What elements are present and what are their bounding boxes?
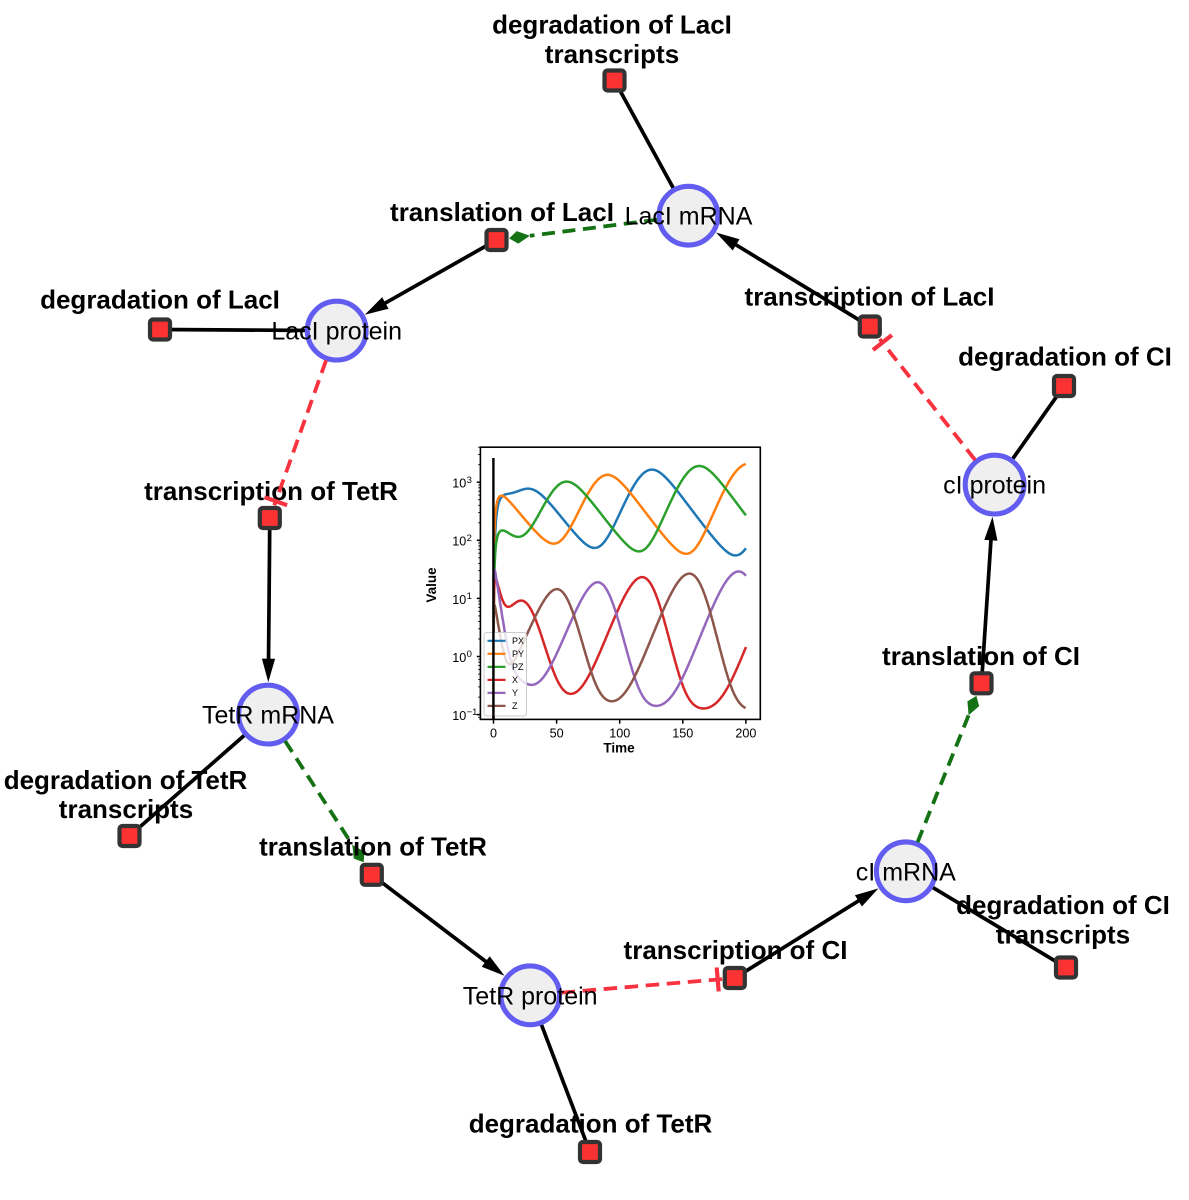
svg-text:150: 150 bbox=[672, 726, 693, 740]
svg-text:0: 0 bbox=[467, 649, 472, 660]
svg-text:3: 3 bbox=[467, 475, 472, 486]
svg-text:degradation of TetR: degradation of TetR bbox=[469, 1109, 713, 1139]
svg-text:Value: Value bbox=[424, 567, 439, 603]
svg-text:PX: PX bbox=[512, 636, 524, 646]
svg-text:LacI mRNA: LacI mRNA bbox=[625, 203, 753, 231]
svg-text:cI mRNA: cI mRNA bbox=[856, 858, 956, 886]
svg-text:−1: −1 bbox=[467, 707, 478, 718]
svg-text:transcripts: transcripts bbox=[59, 794, 193, 824]
svg-text:degradation of CI: degradation of CI bbox=[958, 342, 1172, 372]
svg-text:Time: Time bbox=[603, 741, 635, 756]
svg-text:PY: PY bbox=[512, 649, 524, 659]
svg-text:degradation of CI: degradation of CI bbox=[956, 890, 1170, 920]
svg-text:LacI protein: LacI protein bbox=[271, 318, 402, 346]
svg-text:PZ: PZ bbox=[512, 662, 524, 672]
svg-text:degradation of TetR: degradation of TetR bbox=[4, 765, 248, 795]
svg-text:transcription of LacI: transcription of LacI bbox=[745, 282, 995, 312]
svg-text:1: 1 bbox=[467, 591, 472, 602]
svg-text:cI protein: cI protein bbox=[943, 472, 1046, 500]
svg-text:Y: Y bbox=[512, 688, 518, 698]
svg-text:10: 10 bbox=[452, 535, 466, 549]
svg-text:10: 10 bbox=[452, 651, 466, 665]
svg-text:degradation of LacI: degradation of LacI bbox=[492, 10, 732, 40]
svg-text:Z: Z bbox=[512, 701, 518, 711]
svg-text:translation of LacI: translation of LacI bbox=[390, 197, 614, 227]
svg-text:200: 200 bbox=[735, 726, 756, 740]
svg-text:10: 10 bbox=[452, 709, 466, 723]
svg-text:0: 0 bbox=[490, 726, 497, 740]
svg-text:2: 2 bbox=[467, 533, 472, 544]
svg-text:X: X bbox=[512, 675, 518, 685]
svg-text:degradation of LacI: degradation of LacI bbox=[40, 285, 280, 315]
svg-text:translation of TetR: translation of TetR bbox=[259, 832, 487, 862]
svg-text:100: 100 bbox=[609, 726, 630, 740]
svg-text:10: 10 bbox=[452, 593, 466, 607]
svg-text:TetR protein: TetR protein bbox=[463, 982, 598, 1010]
svg-text:transcripts: transcripts bbox=[996, 920, 1130, 950]
svg-text:transcripts: transcripts bbox=[545, 39, 679, 69]
svg-text:10: 10 bbox=[452, 477, 466, 491]
svg-text:translation of CI: translation of CI bbox=[882, 641, 1080, 671]
svg-text:transcription of CI: transcription of CI bbox=[624, 935, 848, 965]
svg-text:TetR mRNA: TetR mRNA bbox=[202, 702, 334, 730]
svg-text:50: 50 bbox=[550, 726, 564, 740]
